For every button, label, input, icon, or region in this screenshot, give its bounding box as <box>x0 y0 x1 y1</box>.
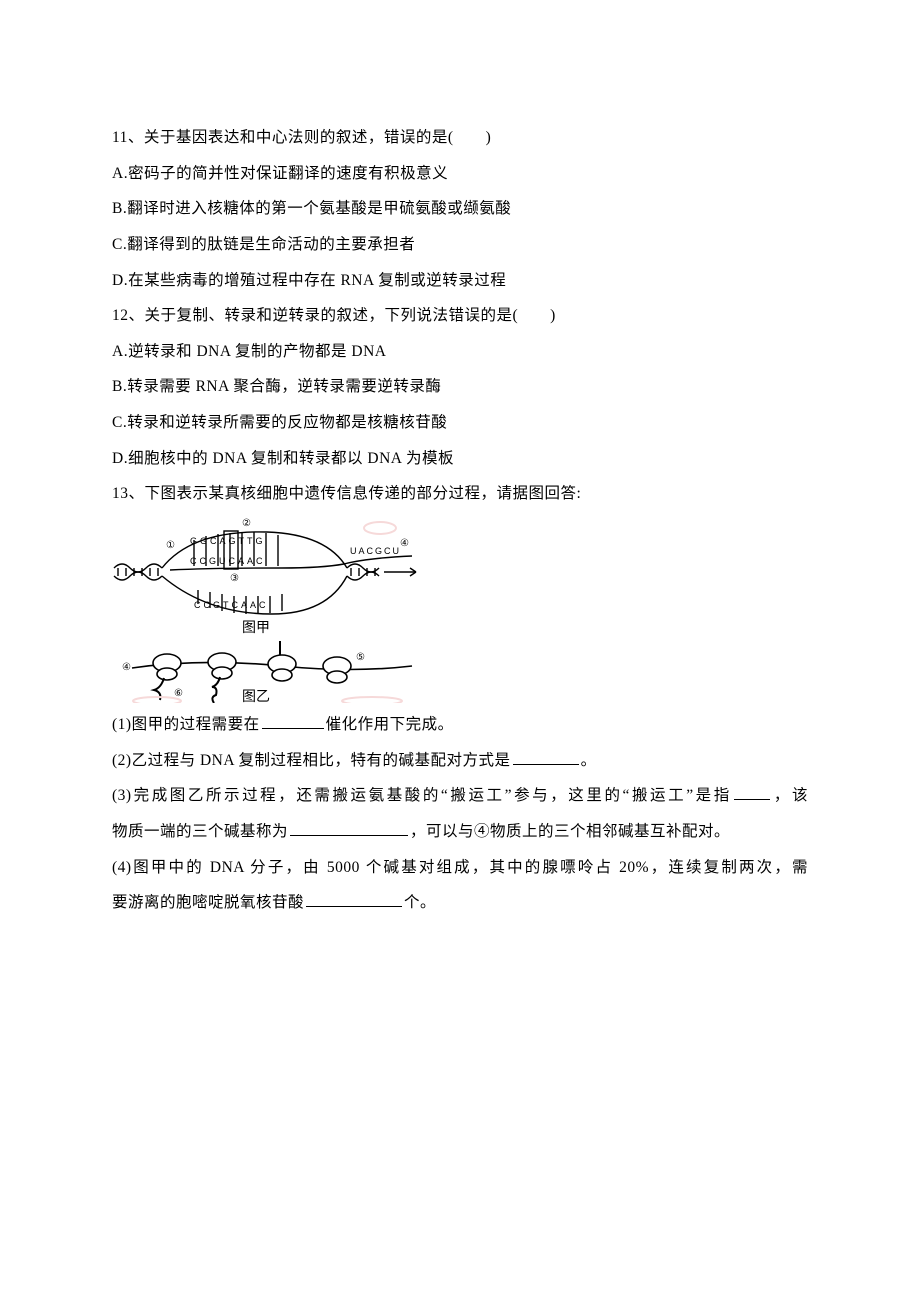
q13-p1-a: (1)图甲的过程需要在 <box>112 716 260 733</box>
seq-top: GGCAGTTG <box>190 536 266 546</box>
label-circle-4b: ④ <box>122 662 131 673</box>
q13-p1-b: 催化作用下完成。 <box>326 716 454 733</box>
q12-stem: 12、关于复制、转录和逆转录的叙述，下列说法错误的是( ) <box>112 298 808 334</box>
blank-2[interactable] <box>513 747 579 765</box>
seq-mid: CCGUCAAC <box>190 556 266 566</box>
q12-option-d: D.细胞核中的 DNA 复制和转录都以 DNA 为模板 <box>112 441 808 477</box>
q13-p3-line1: (3)完成图乙所示过程，还需搬运氨基酸的“搬运工”参与，这里的“搬运工”是指 ，该 <box>112 778 808 814</box>
label-circle-5: ⑤ <box>356 652 365 663</box>
blank-4[interactable] <box>290 818 408 836</box>
label-circle-2: ② <box>242 518 251 529</box>
label-figure-jia: 图甲 <box>242 621 270 636</box>
q11-option-d: D.在某些病毒的增殖过程中存在 RNA 复制或逆转录过程 <box>112 263 808 299</box>
q13-stem: 13、下图表示某真核细胞中遗传信息传递的部分过程，请据图回答: <box>112 476 808 512</box>
q12-option-a: A.逆转录和 DNA 复制的产物都是 DNA <box>112 334 808 370</box>
q13-p2-a: (2)乙过程与 DNA 复制过程相比，特有的碱基配对方式是 <box>112 752 511 769</box>
q13-figure: ① ② ③ ④ GGCAGTTG CCGUCAAC UACGCU CCGTCAA… <box>112 518 808 703</box>
q13-p4-b: 要游离的胞嘧啶脱氧核苷酸 <box>112 894 304 911</box>
q13-p3-line2: 物质一端的三个碱基称为 ，可以与④物质上的三个相邻碱基互补配对。 <box>112 814 808 850</box>
q13-p3-c: 物质一端的三个碱基称为 <box>112 823 288 840</box>
blank-5[interactable] <box>306 889 402 907</box>
q12-option-b: B.转录需要 RNA 聚合酶，逆转录需要逆转录酶 <box>112 369 808 405</box>
q11-option-c: C.翻译得到的肽链是生命活动的主要承担者 <box>112 227 808 263</box>
q11-option-a: A.密码子的简并性对保证翻译的速度有积极意义 <box>112 156 808 192</box>
label-figure-yi: 图乙 <box>242 689 270 703</box>
label-circle-1: ① <box>166 540 175 551</box>
q13-p3-d: ，可以与④物质上的三个相邻碱基互补配对。 <box>410 823 730 840</box>
diagram-svg: ① ② ③ ④ GGCAGTTG CCGUCAAC UACGCU CCGTCAA… <box>112 518 422 703</box>
q13-p3-b: ，该 <box>772 787 808 804</box>
blank-3[interactable] <box>734 782 770 800</box>
q13-p4-line2: 要游离的胞嘧啶脱氧核苷酸 个。 <box>112 885 808 921</box>
label-circle-3: ③ <box>230 573 239 584</box>
q11-stem: 11、关于基因表达和中心法则的叙述，错误的是( ) <box>112 120 808 156</box>
q11-option-b: B.翻译时进入核糖体的第一个氨基酸是甲硫氨酸或缬氨酸 <box>112 191 808 227</box>
exam-page: 11、关于基因表达和中心法则的叙述，错误的是( ) A.密码子的简并性对保证翻译… <box>0 0 920 981</box>
seq-tail: UACGCU <box>350 546 401 556</box>
q13-p1: (1)图甲的过程需要在 催化作用下完成。 <box>112 707 808 743</box>
q13-p4-line1: (4)图甲中的 DNA 分子，由 5000 个碱基对组成，其中的腺嘌呤占 20%… <box>112 850 808 886</box>
q13-p3-a: (3)完成图乙所示过程，还需搬运氨基酸的“搬运工”参与，这里的“搬运工”是指 <box>112 787 732 804</box>
seq-bottom: CCGTCAAC <box>194 600 269 610</box>
q13-p4-c: 个。 <box>404 894 436 911</box>
blank-1[interactable] <box>262 711 324 729</box>
q13-p2: (2)乙过程与 DNA 复制过程相比，特有的碱基配对方式是 。 <box>112 743 808 779</box>
q12-option-c: C.转录和逆转录所需要的反应物都是核糖核苷酸 <box>112 405 808 441</box>
q13-p2-b: 。 <box>581 752 597 769</box>
label-circle-4: ④ <box>400 538 409 549</box>
